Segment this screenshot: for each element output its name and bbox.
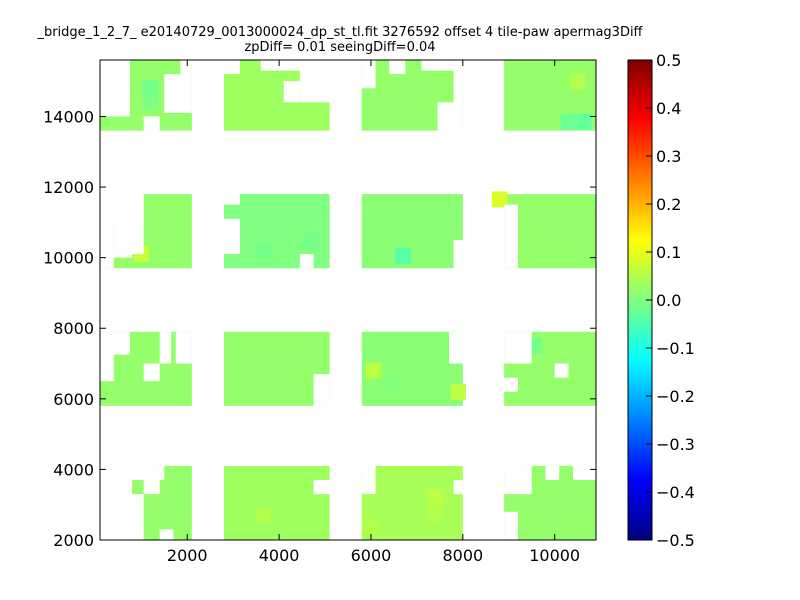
chart-title-line-1: _bridge_1_2_7_ e20140729_0013000024_dp_s…	[37, 25, 643, 40]
empty-region	[159, 331, 172, 364]
x-axis: 2000 4000 6000 8000 10000	[167, 60, 580, 565]
colorbar-tick-label: 0.3	[656, 147, 681, 166]
heatmap-cell	[142, 94, 159, 111]
empty-region	[224, 218, 241, 255]
colorbar-axis: 0.5 0.4 0.3 0.2 0.1 0.0 −0.1 −0.2 −0.3 −0.4 −0.5	[646, 51, 695, 550]
empty-region	[361, 60, 376, 89]
heatmap-cell	[450, 383, 467, 400]
empty-region	[504, 465, 532, 495]
empty-region	[283, 81, 300, 103]
empty-region	[260, 60, 300, 71]
empty-region	[389, 60, 406, 75]
colorbar-tick-label: 0.2	[656, 195, 681, 214]
y-tick-label: 12000	[43, 178, 94, 197]
empty-region	[554, 363, 569, 378]
empty-region	[313, 480, 330, 495]
y-axis: 2000 4000 6000 8000 10000 12000 14000	[43, 107, 596, 550]
plot-frame	[99, 59, 597, 541]
heatmap-cell	[427, 507, 444, 524]
empty-region	[573, 465, 596, 480]
colorbar-tick-label: 0.5	[656, 51, 681, 70]
empty-region	[164, 74, 192, 113]
x-tick-label: 8000	[442, 546, 483, 565]
heatmap-cell	[491, 191, 508, 208]
empty-region	[159, 529, 174, 540]
empty-region	[453, 480, 463, 495]
heatmap-cell	[395, 247, 411, 264]
chart-title-line-2: zpDiff= 0.01 seeingDiff=0.04	[244, 40, 436, 55]
colorbar-tick-label: −0.3	[656, 435, 695, 454]
heatmap-block	[224, 465, 330, 540]
x-tick-label: 6000	[351, 546, 392, 565]
empty-region	[180, 60, 192, 75]
empty-region	[313, 70, 330, 82]
empty-region	[437, 102, 463, 131]
empty-region	[175, 331, 192, 364]
colorbar-tick-label: 0.0	[656, 291, 681, 310]
empty-region	[313, 374, 330, 406]
heatmap-block	[224, 331, 330, 406]
empty-region	[421, 60, 463, 71]
empty-region	[100, 254, 133, 258]
heatmap-cell	[365, 362, 382, 379]
y-tick-label: 4000	[53, 460, 94, 479]
y-tick-label: 6000	[53, 390, 94, 409]
colorbar-tick-label: −0.4	[656, 483, 695, 502]
x-tick-label: 2000	[167, 546, 208, 565]
empty-region	[143, 116, 160, 131]
empty-region	[504, 204, 518, 269]
empty-region	[100, 494, 144, 540]
y-tick-label: 10000	[43, 249, 94, 268]
colorbar-tick-label: −0.1	[656, 339, 695, 358]
heatmap-cell	[303, 232, 320, 248]
empty-region	[224, 60, 241, 75]
heatmap-cell	[363, 517, 379, 534]
empty-region	[453, 240, 463, 269]
heatmap-cell	[569, 73, 586, 90]
empty-region	[113, 194, 144, 255]
colorbar-tick-label: 0.4	[656, 99, 681, 118]
empty-region	[453, 70, 463, 103]
empty-region	[143, 363, 160, 382]
heatmap-cell	[560, 113, 577, 130]
empty-region	[143, 480, 160, 495]
heatmap-block	[361, 194, 463, 269]
empty-region	[545, 465, 560, 480]
empty-region	[504, 331, 532, 364]
colorbar-tick-label: 0.1	[656, 243, 681, 262]
y-tick-label: 2000	[53, 531, 94, 550]
x-tick-label: 10000	[529, 546, 580, 565]
plot-area	[100, 60, 596, 540]
empty-region	[449, 331, 463, 364]
empty-region	[100, 60, 130, 117]
colorbar-tick-label: −0.2	[656, 387, 695, 406]
colorbar-tick-label: −0.5	[656, 531, 695, 550]
heatmap-cell	[142, 80, 159, 97]
heatmap-cell	[255, 507, 271, 524]
empty-region	[504, 377, 518, 392]
heatmap-cell	[576, 113, 593, 130]
x-tick-label: 4000	[259, 546, 300, 565]
empty-region	[100, 465, 165, 480]
empty-region	[299, 254, 314, 269]
empty-region	[504, 511, 518, 540]
empty-region	[100, 331, 130, 355]
empty-region	[361, 465, 376, 495]
empty-region	[224, 194, 241, 205]
heatmap-cell	[257, 242, 274, 259]
empty-region	[100, 480, 133, 495]
heatmap-cell	[386, 376, 402, 393]
y-tick-label: 14000	[43, 107, 94, 126]
y-tick-label: 8000	[53, 319, 94, 338]
heatmap-cell	[427, 489, 444, 506]
heatmap-block	[504, 194, 596, 269]
